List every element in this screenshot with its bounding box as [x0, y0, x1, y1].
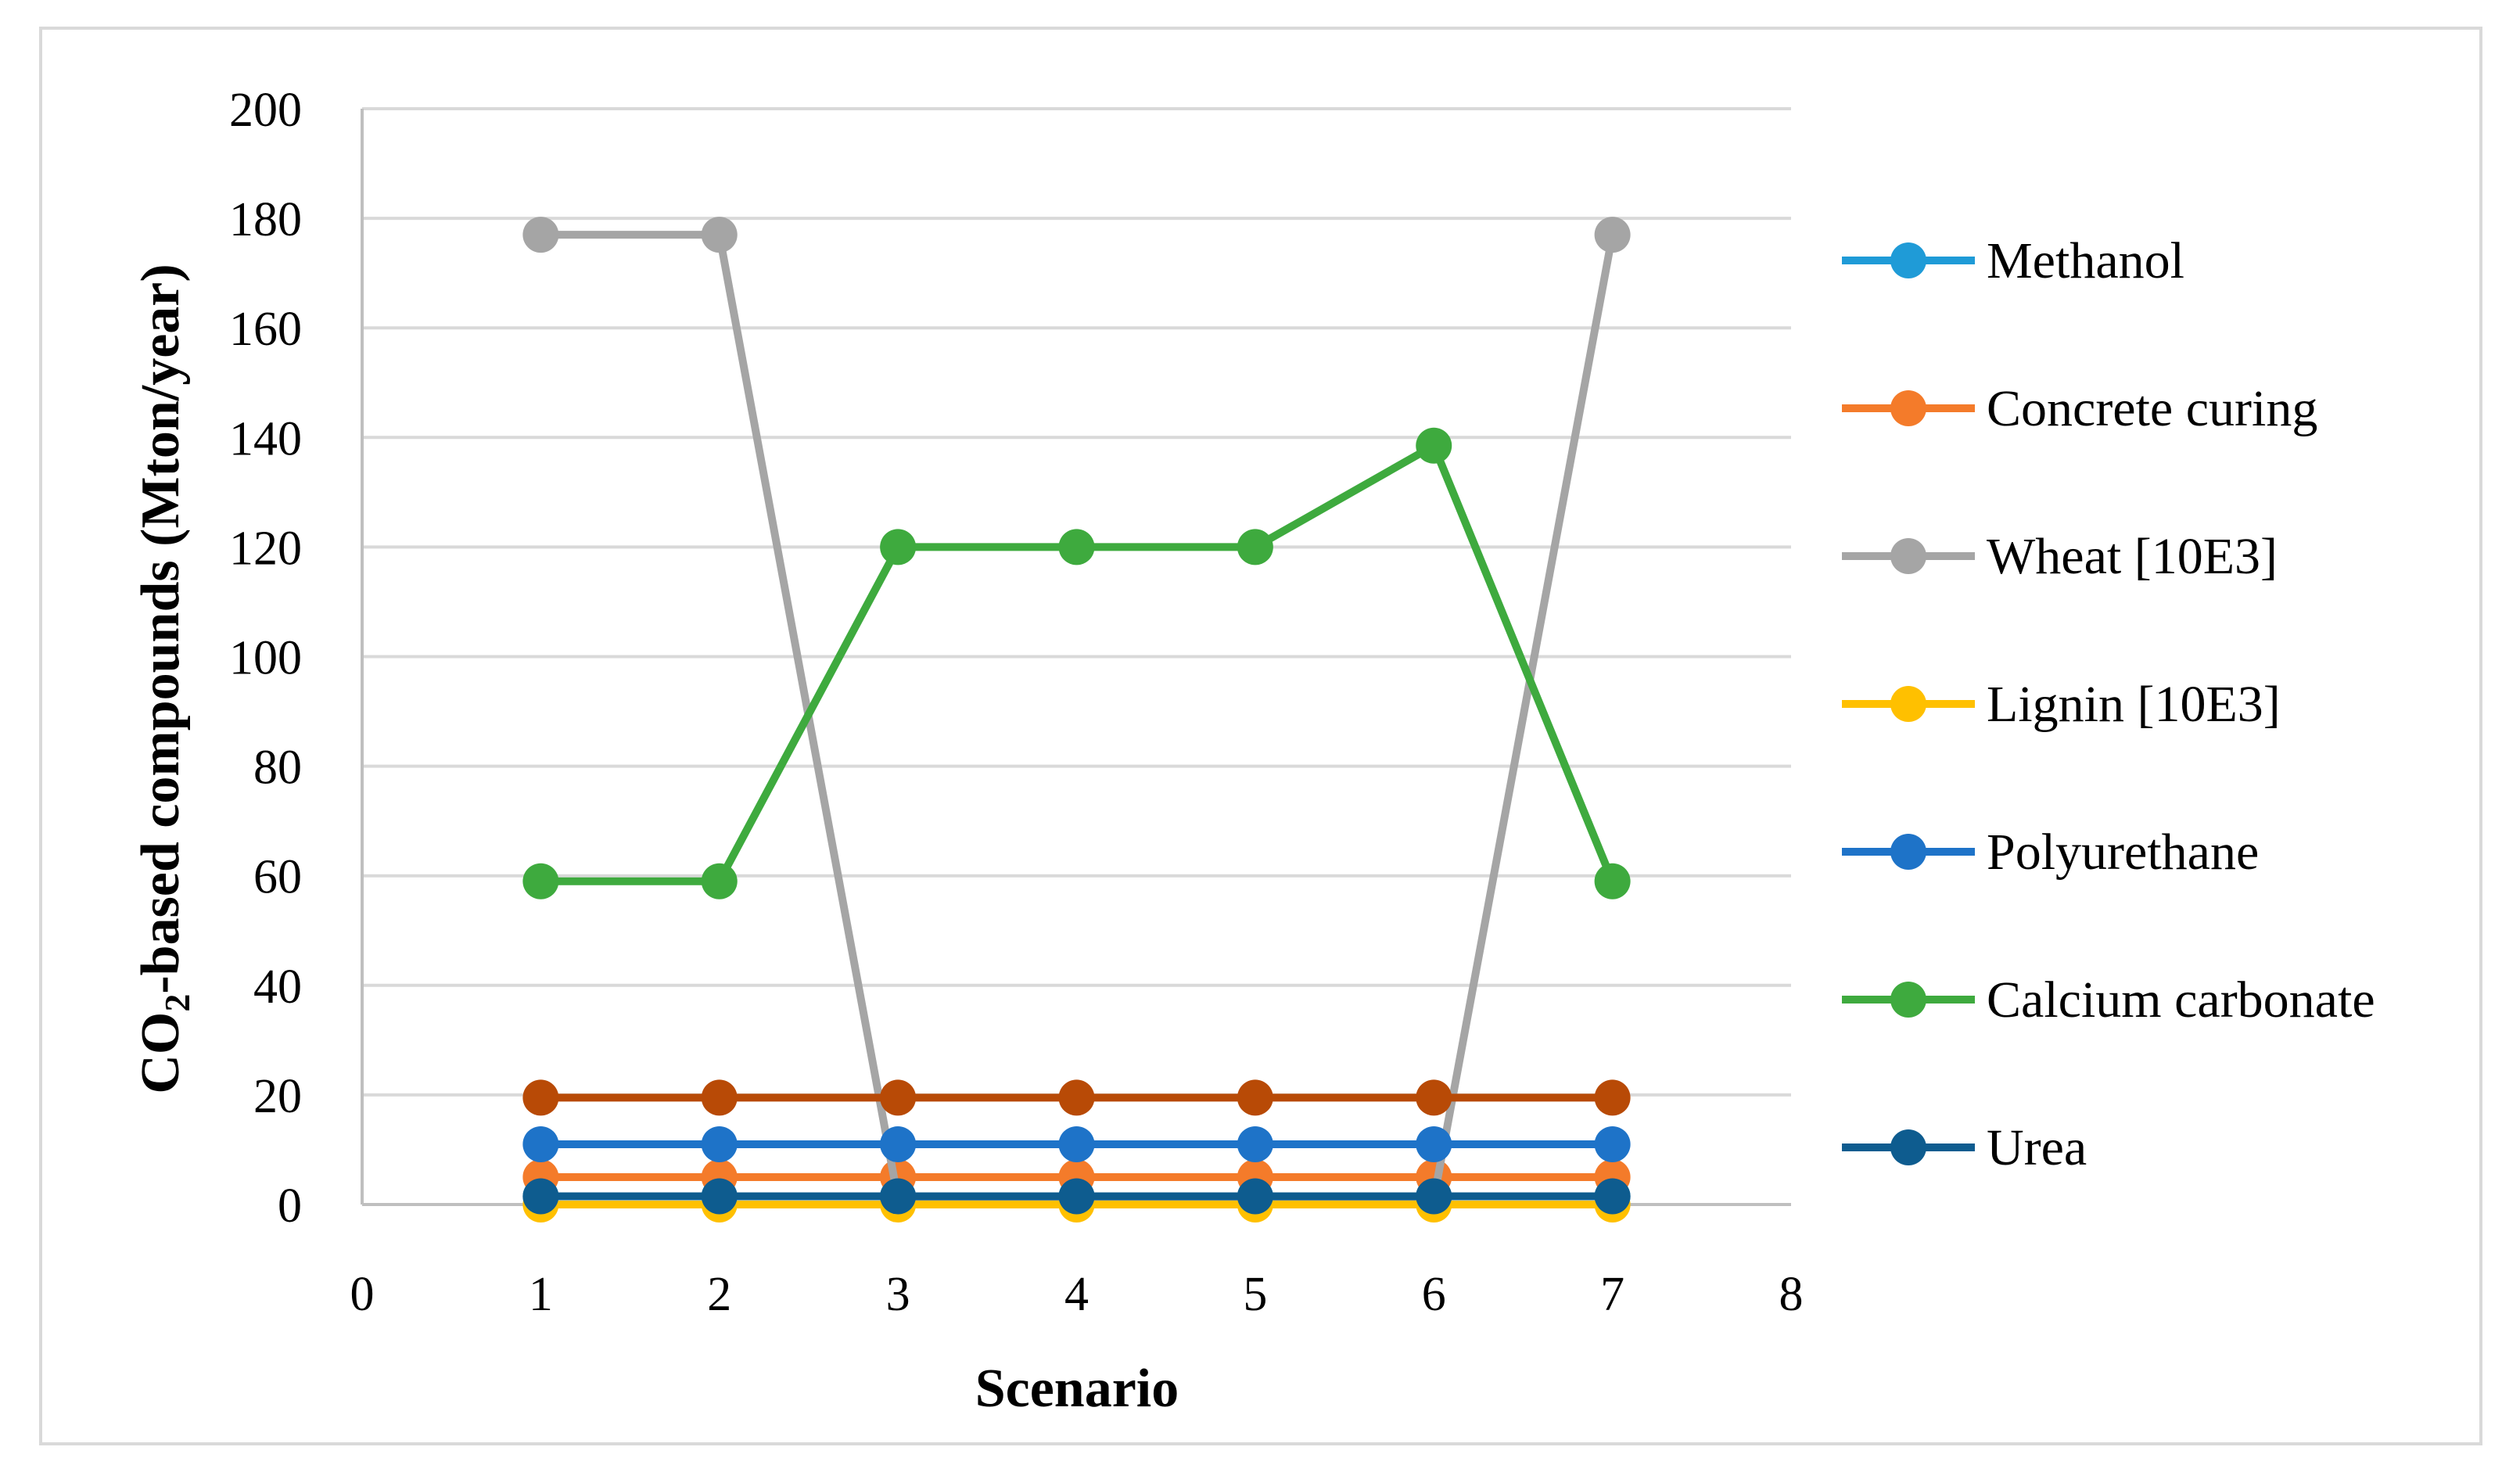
x-tick-label: 3	[886, 1268, 910, 1321]
data-point[interactable]	[1416, 427, 1452, 464]
series-group	[522, 217, 1631, 1222]
legend-item[interactable]: Urea	[1842, 1119, 2087, 1176]
series-polyurethane	[522, 1126, 1631, 1162]
legend-label: Lignin [10E3]	[1987, 676, 2281, 733]
data-point[interactable]	[522, 1126, 559, 1162]
data-point[interactable]	[701, 217, 738, 253]
x-axis-title: Scenario	[975, 1359, 1179, 1419]
legend-swatch-marker	[1890, 390, 1926, 426]
x-tick-label: 7	[1600, 1268, 1624, 1321]
data-point[interactable]	[1058, 1178, 1095, 1215]
x-tick-label: 2	[707, 1268, 731, 1321]
data-point[interactable]	[880, 1178, 917, 1215]
legend-item[interactable]: Polyurethane	[1842, 824, 2259, 881]
legend-label: Calcium carbonate	[1987, 971, 2375, 1029]
series-unlabeled-6	[522, 1079, 1631, 1116]
legend-item[interactable]: Wheat [10E3]	[1842, 528, 2278, 585]
legend-label: Wheat [10E3]	[1987, 528, 2278, 585]
x-tick-label: 5	[1243, 1268, 1267, 1321]
legend-item[interactable]: Lignin [10E3]	[1842, 676, 2281, 733]
y-axis-title-part-1: CO	[131, 1012, 191, 1094]
data-point[interactable]	[1416, 1178, 1452, 1215]
data-point[interactable]	[1594, 217, 1631, 253]
data-point[interactable]	[1058, 1126, 1095, 1162]
y-tick-label: 20	[253, 1070, 302, 1123]
legend-swatch-marker	[1890, 982, 1926, 1018]
series-calcium-carbonate	[522, 427, 1631, 899]
data-point[interactable]	[1594, 863, 1631, 899]
data-point[interactable]	[1237, 1079, 1273, 1116]
data-point[interactable]	[701, 863, 738, 899]
y-tick-label: 140	[229, 412, 302, 465]
data-point[interactable]	[1594, 1079, 1631, 1116]
data-point[interactable]	[701, 1178, 738, 1215]
y-tick-label: 60	[253, 851, 302, 904]
data-point[interactable]	[1416, 1079, 1452, 1116]
data-point[interactable]	[701, 1079, 738, 1116]
y-tick-label: 40	[253, 960, 302, 1014]
y-tick-label: 120	[229, 522, 302, 575]
legend-swatch-marker	[1890, 1129, 1926, 1165]
axes: 0 20 40 60 80 100 120 140 160 180 200 0 1 2 3 4 5 6 7 8	[229, 84, 1804, 1321]
data-point[interactable]	[1416, 1126, 1452, 1162]
x-tick-label: 8	[1779, 1268, 1804, 1321]
legend[interactable]: Methanol Concrete curing Wheat [10E3] Ligni…	[1842, 232, 2375, 1176]
legend-swatch-marker	[1890, 834, 1926, 870]
data-point[interactable]	[1058, 1079, 1095, 1116]
y-tick-label: 160	[229, 303, 302, 356]
legend-item[interactable]: Methanol	[1842, 232, 2184, 289]
data-point[interactable]	[880, 1079, 917, 1116]
data-point[interactable]	[701, 1126, 738, 1162]
legend-label: Polyurethane	[1987, 824, 2259, 881]
y-tick-label: 200	[229, 84, 302, 137]
x-tick-label: 6	[1422, 1268, 1446, 1321]
data-point[interactable]	[1594, 1126, 1631, 1162]
y-tick-label: 0	[278, 1179, 302, 1233]
x-tick-label: 0	[350, 1268, 375, 1321]
data-point[interactable]	[1058, 529, 1095, 565]
y-tick-label: 100	[229, 632, 302, 685]
legend-label: Urea	[1987, 1119, 2087, 1176]
data-point[interactable]	[1237, 1126, 1273, 1162]
data-point[interactable]	[880, 1126, 917, 1162]
x-tick-label: 1	[529, 1268, 553, 1321]
data-point[interactable]	[522, 1178, 559, 1215]
y-tick-label: 180	[229, 193, 302, 246]
legend-swatch-marker	[1890, 686, 1926, 722]
y-axis-title: CO2-based compounds (Mton/year)	[131, 264, 197, 1093]
series-urea	[522, 1178, 1631, 1215]
y-tick-label: 80	[253, 741, 302, 795]
legend-item[interactable]: Concrete curing	[1842, 380, 2317, 437]
x-tick-label: 4	[1064, 1268, 1089, 1321]
legend-swatch-marker	[1890, 242, 1926, 278]
y-axis-title-subscript: 2	[157, 994, 197, 1012]
data-point[interactable]	[522, 863, 559, 899]
legend-label: Concrete curing	[1987, 380, 2317, 437]
data-point[interactable]	[522, 217, 559, 253]
data-point[interactable]	[1237, 529, 1273, 565]
y-axis-title-part-2: -based compounds (Mton/year)	[131, 264, 191, 993]
legend-label: Methanol	[1987, 232, 2184, 289]
data-point[interactable]	[1237, 1178, 1273, 1215]
data-point[interactable]	[1594, 1178, 1631, 1215]
legend-swatch-marker	[1890, 538, 1926, 574]
data-point[interactable]	[522, 1079, 559, 1116]
legend-item[interactable]: Calcium carbonate	[1842, 971, 2375, 1029]
data-point[interactable]	[880, 529, 917, 565]
